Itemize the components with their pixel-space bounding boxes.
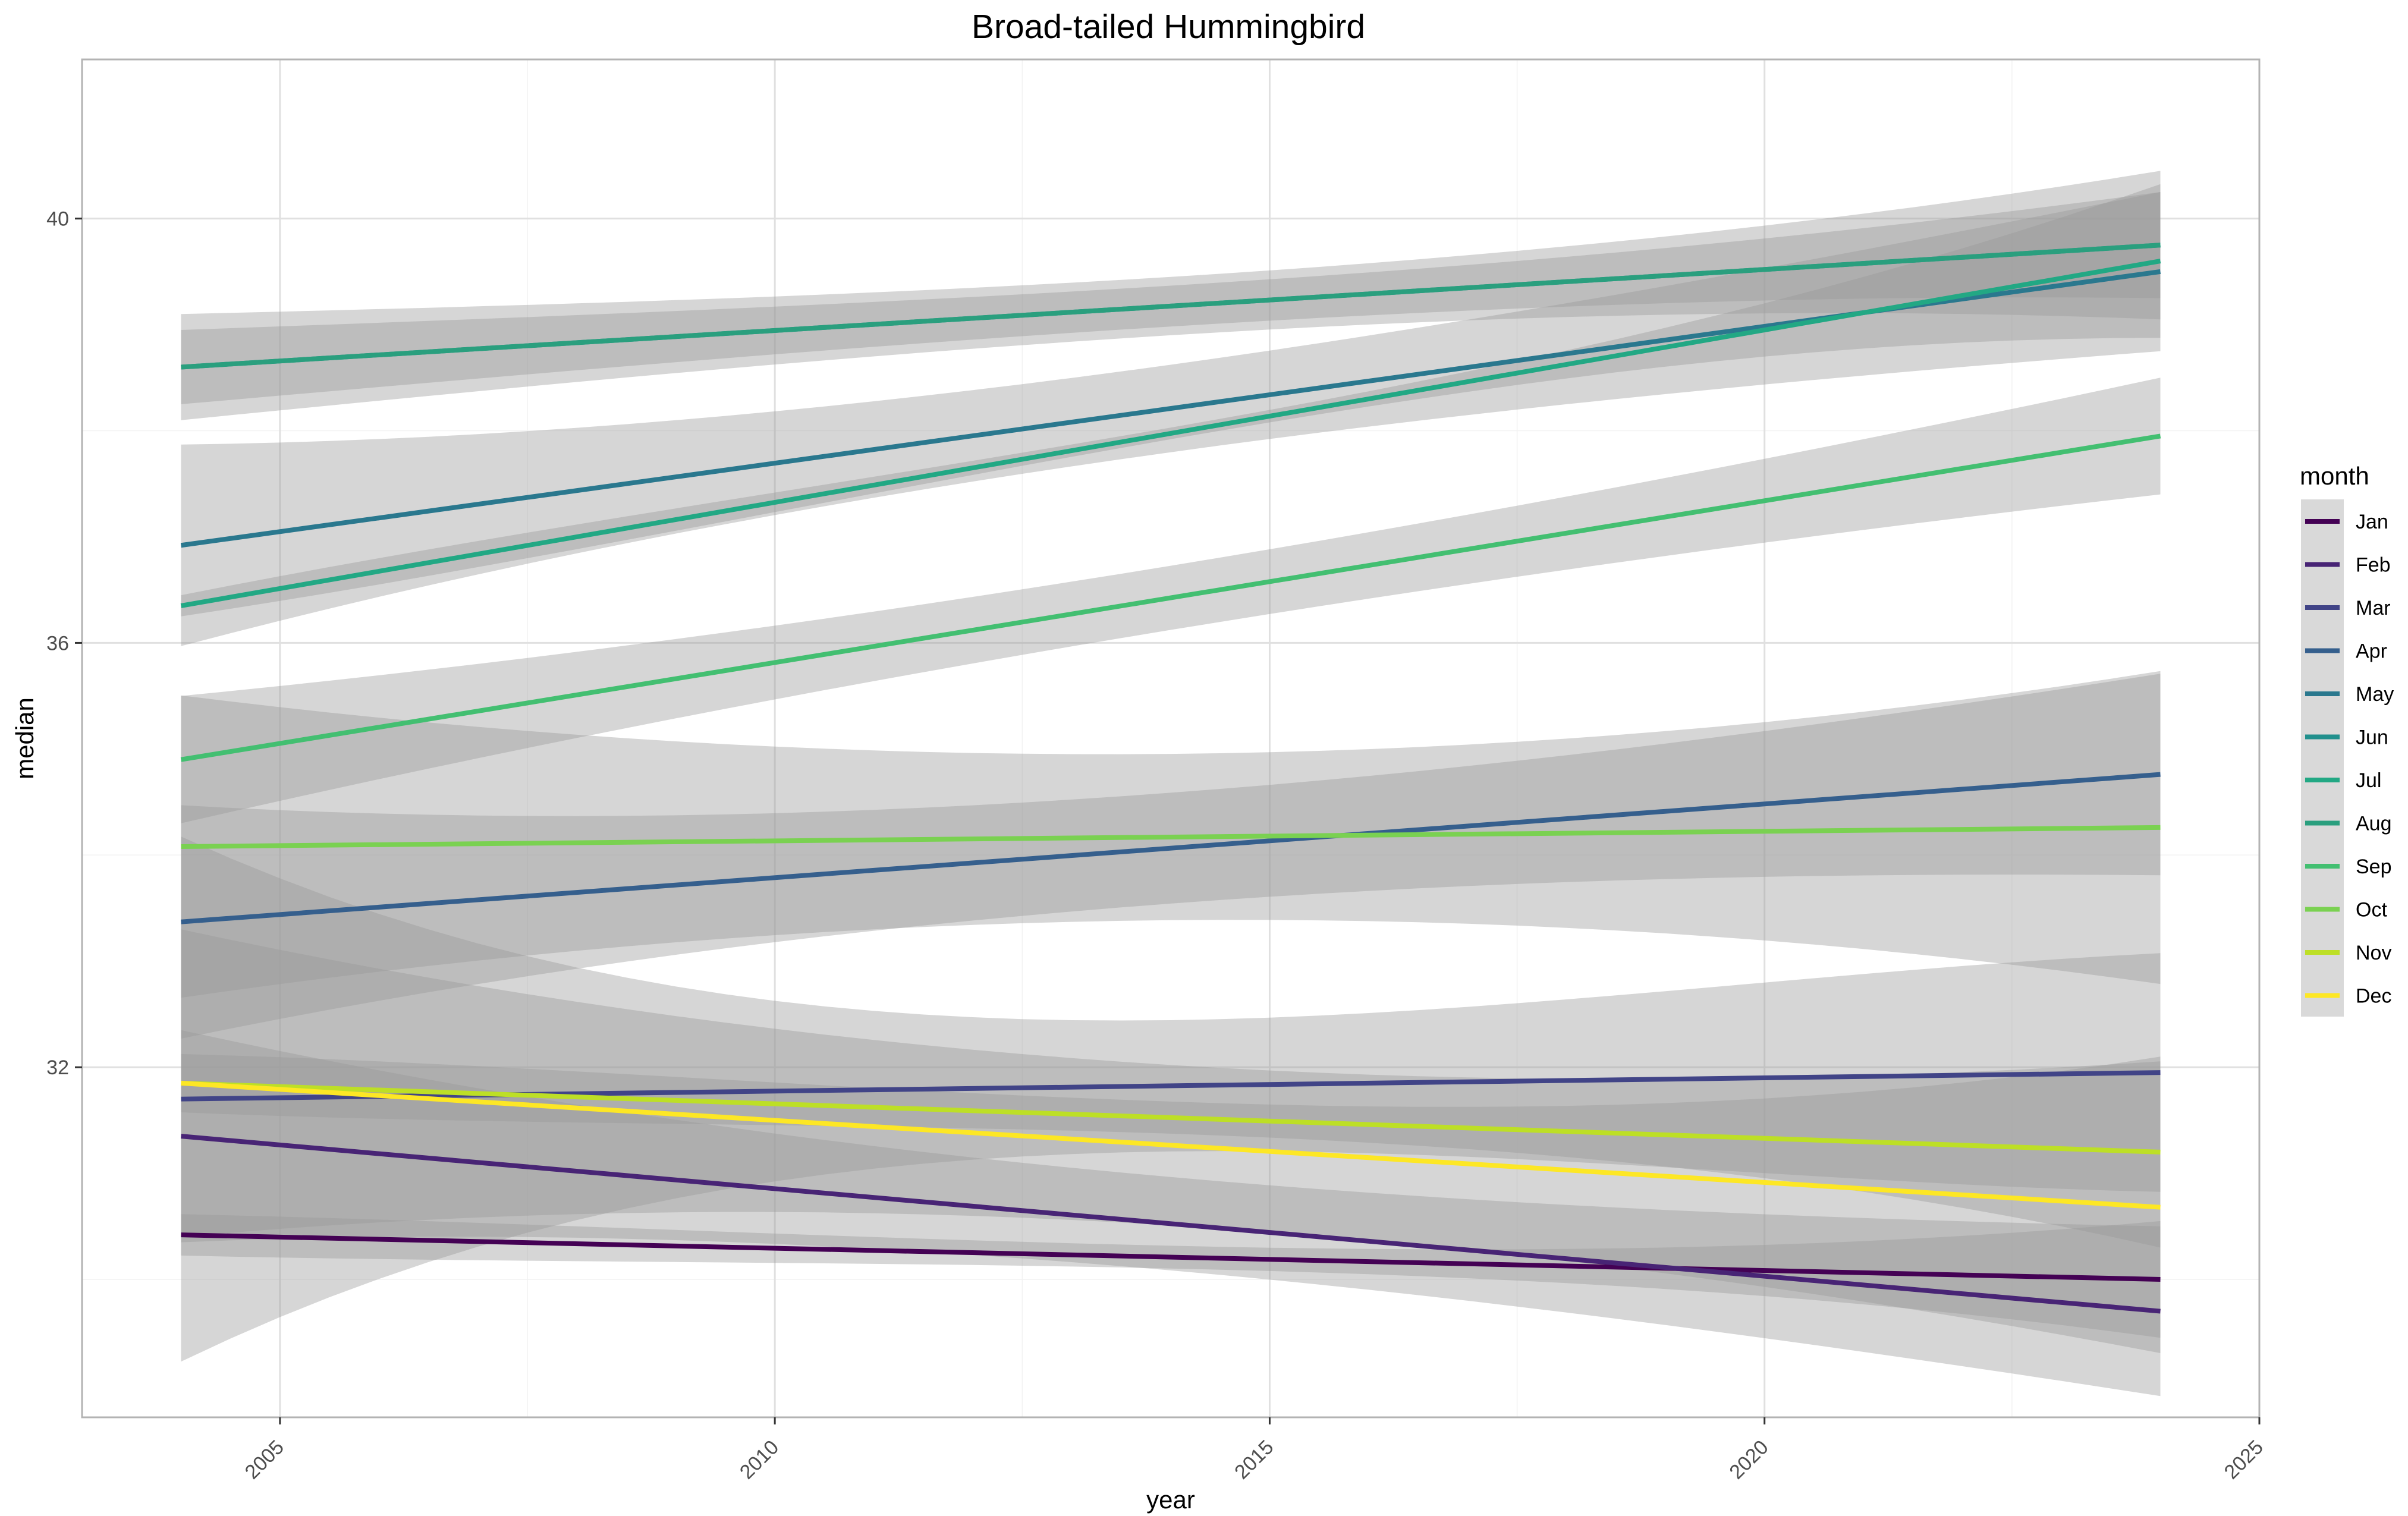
legend-label-may: May bbox=[2356, 683, 2394, 706]
legend-key-background bbox=[2301, 499, 2344, 1017]
trend-line-dec bbox=[181, 1080, 2161, 1210]
legend-label-sep: Sep bbox=[2356, 855, 2392, 878]
plot-border bbox=[81, 58, 2261, 1419]
confidence-band-sep bbox=[181, 378, 2161, 823]
y-tick-label: 36 bbox=[46, 632, 69, 655]
legend-label-dec: Dec bbox=[2356, 985, 2391, 1008]
confidence-band-apr bbox=[181, 674, 2161, 1039]
legend-title: month bbox=[2300, 462, 2369, 490]
confidence-band-oct bbox=[181, 671, 2161, 998]
legend-label-jan: Jan bbox=[2356, 511, 2388, 533]
confidence-band-may bbox=[181, 192, 2161, 646]
legend-label-jul: Jul bbox=[2356, 769, 2381, 792]
trend-line-feb bbox=[181, 1134, 2161, 1314]
trend-line-apr bbox=[181, 772, 2161, 924]
y-axis-title: median bbox=[11, 697, 39, 779]
legend-label-jun: Jun bbox=[2356, 726, 2388, 749]
y-axis-ticks: 32 36 40 bbox=[46, 208, 82, 1079]
trend-line-oct bbox=[181, 825, 2161, 850]
trend-line-jul bbox=[180, 259, 2161, 608]
trend-lines bbox=[180, 243, 2161, 1314]
legend: month Jan Feb Mar Apr May Jun Jul Aug Sep Oct Nov D… bbox=[2300, 462, 2394, 1017]
plot-panel bbox=[81, 58, 2261, 1419]
y-tick-label: 32 bbox=[46, 1056, 69, 1079]
x-axis-title: year bbox=[1146, 1486, 1195, 1514]
legend-label-apr: Apr bbox=[2356, 640, 2387, 663]
trend-line-nov bbox=[181, 1080, 2161, 1155]
legend-label-nov: Nov bbox=[2356, 942, 2391, 964]
y-tick-label: 40 bbox=[46, 208, 69, 231]
trend-line-sep bbox=[180, 433, 2161, 762]
legend-label-feb: Feb bbox=[2356, 554, 2391, 577]
legend-label-oct: Oct bbox=[2356, 899, 2387, 921]
confidence-band-mar bbox=[181, 836, 2161, 1362]
confidence-bands bbox=[181, 171, 2161, 1397]
confidence-band-feb bbox=[181, 1030, 2161, 1397]
trend-line-jan bbox=[181, 1232, 2161, 1282]
confidence-band-aug bbox=[181, 171, 2161, 420]
legend-label-mar: Mar bbox=[2356, 597, 2391, 619]
trend-line-aug bbox=[181, 243, 2161, 370]
confidence-band-jun bbox=[181, 192, 2161, 404]
confidence-band-dec bbox=[181, 929, 2161, 1353]
legend-label-aug: Aug bbox=[2356, 813, 2392, 835]
chart-title: Broad-tailed Hummingbird bbox=[972, 8, 1365, 46]
